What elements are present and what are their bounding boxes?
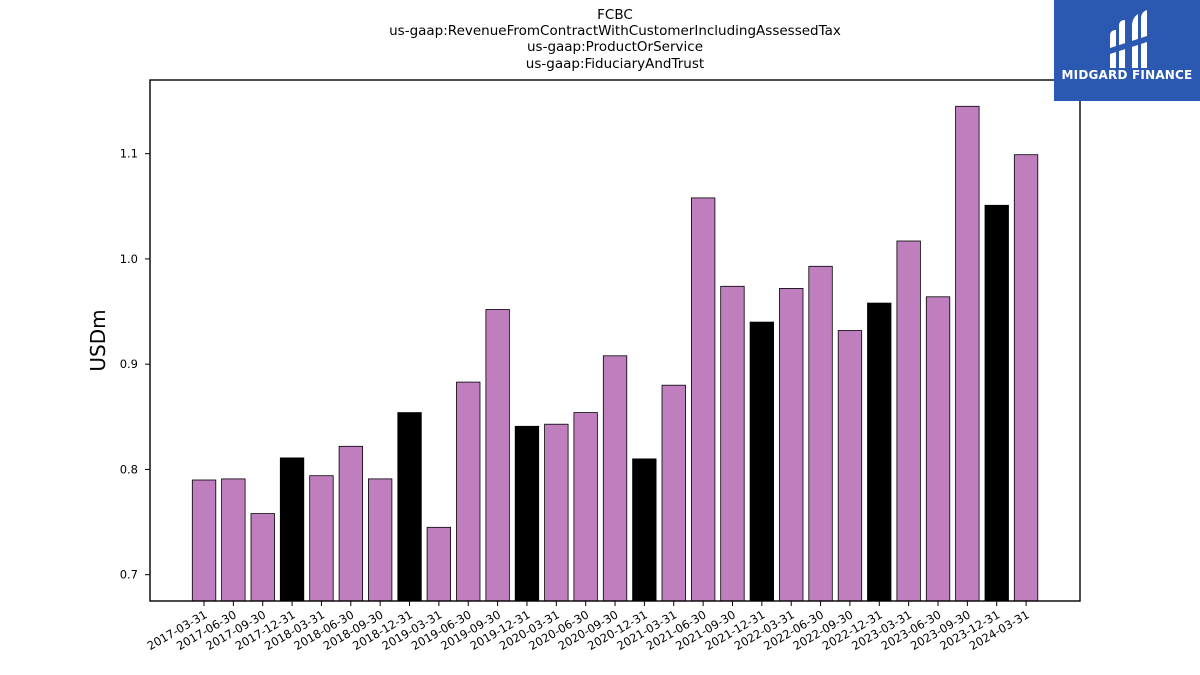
bar	[456, 381, 481, 602]
bar	[250, 513, 275, 602]
chart-title-line: FCBC	[597, 7, 633, 23]
bar	[808, 265, 833, 602]
bar	[221, 478, 246, 602]
bar	[896, 240, 921, 602]
chart-title-line: us-gaap:FiduciaryAndTrust	[525, 56, 705, 72]
bar	[720, 285, 745, 602]
bar	[367, 478, 393, 602]
bar	[309, 475, 334, 602]
bar	[867, 302, 892, 602]
bar	[602, 355, 628, 602]
bar	[544, 423, 569, 602]
bar	[191, 479, 217, 602]
bar	[397, 412, 422, 602]
chart-title-line: us-gaap:ProductOrService	[526, 39, 704, 55]
bar	[1013, 154, 1039, 602]
bar	[925, 296, 951, 602]
bar	[955, 105, 980, 602]
bar	[691, 197, 716, 602]
bar	[984, 204, 1009, 602]
logo-mark-icon	[1110, 10, 1147, 68]
y-tick-label: 0.8	[120, 462, 138, 476]
bar	[779, 287, 804, 602]
bar	[426, 526, 452, 602]
y-tick-label: 0.9	[120, 357, 138, 371]
bar	[279, 457, 305, 602]
plot-frame	[149, 79, 1081, 602]
bar	[632, 458, 657, 602]
bar	[485, 309, 510, 602]
company-logo: MIDGARD FINANCE	[1054, 0, 1200, 101]
bar	[749, 321, 774, 602]
y-tick-label: 0.7	[120, 568, 138, 582]
y-axis-label: USDm	[86, 309, 110, 371]
bar	[338, 445, 364, 602]
bar	[514, 425, 540, 602]
bar	[661, 384, 686, 602]
y-tick-label: 1.0	[120, 252, 138, 266]
bar	[837, 330, 863, 602]
chart-title-line: us-gaap:RevenueFromContractWithCustomerI…	[389, 23, 841, 39]
logo-text: MIDGARD FINANCE	[1061, 68, 1193, 82]
bar	[573, 412, 598, 602]
y-tick-label: 1.1	[120, 147, 138, 161]
